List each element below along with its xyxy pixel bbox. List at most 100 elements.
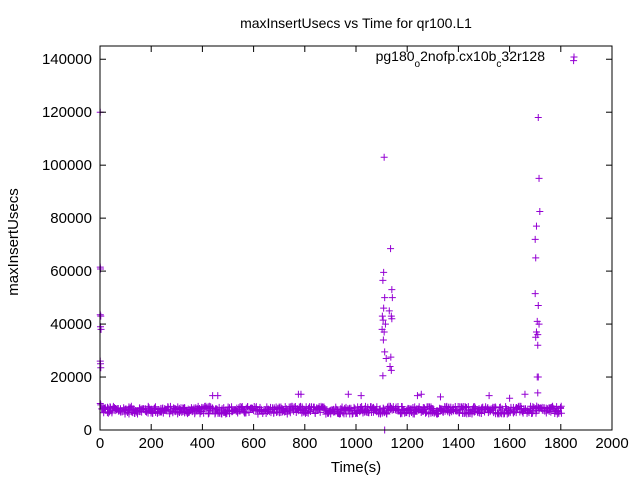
data-point: [413, 392, 421, 400]
data-point: [385, 307, 393, 315]
data-point: [379, 316, 387, 324]
data-point: [97, 364, 105, 372]
data-point: [306, 407, 314, 415]
data-point: [380, 268, 388, 276]
data-point: [521, 390, 529, 398]
data-point: [144, 402, 152, 410]
data-point: [381, 320, 389, 328]
data-point: [531, 235, 539, 243]
y-tick-label: 20000: [50, 369, 92, 386]
data-point: [344, 390, 352, 398]
data-point: [379, 276, 387, 284]
y-tick-label: 40000: [50, 316, 92, 333]
data-point: [433, 410, 441, 418]
data-point: [387, 245, 395, 253]
x-tick-label: 1200: [391, 435, 424, 452]
data-point: [388, 315, 396, 323]
data-point: [387, 366, 395, 374]
data-point: [297, 390, 305, 398]
data-point: [286, 406, 294, 414]
data-point: [381, 294, 389, 302]
x-tick-label: 1800: [544, 435, 577, 452]
data-point: [434, 410, 442, 418]
data-point: [555, 408, 563, 416]
data-point: [383, 410, 391, 418]
data-point: [388, 294, 396, 302]
data-point: [380, 304, 388, 312]
data-point: [485, 392, 493, 400]
data-point: [380, 153, 388, 161]
data-point: [535, 174, 543, 182]
data-point: [532, 254, 540, 262]
y-tick-label: 60000: [50, 263, 92, 280]
data-point: [388, 286, 396, 294]
data-point: [379, 336, 387, 344]
y-tick-label: 120000: [42, 104, 92, 121]
data-point: [380, 328, 388, 336]
legend-text: 2nofp.cx10b: [420, 48, 496, 64]
data-point: [379, 372, 387, 380]
legend-label: pg180o2nofp.cx10bc32r128: [376, 48, 546, 70]
data-point: [316, 408, 324, 416]
data-point: [534, 373, 542, 381]
data-point: [252, 403, 260, 411]
data-point: [534, 114, 542, 122]
x-axis-label: Time(s): [331, 459, 381, 476]
data-point: [547, 408, 555, 416]
data-point: [238, 404, 246, 412]
y-axis-label: maxInsertUsecs: [5, 188, 22, 296]
data-point: [303, 408, 311, 416]
x-tick-label: 600: [241, 435, 266, 452]
data-point: [245, 408, 253, 416]
data-point: [97, 401, 105, 409]
data-point: [387, 353, 395, 361]
legend-subscript: o: [415, 59, 421, 70]
data-point: [532, 333, 540, 341]
x-tick-label: 1400: [442, 435, 475, 452]
x-tick-label: 2000: [595, 435, 628, 452]
legend-text: 32r128: [501, 48, 545, 64]
x-tick-label: 400: [190, 435, 215, 452]
x-tick-label: 800: [292, 435, 317, 452]
series-points: [96, 57, 578, 434]
data-point: [557, 402, 565, 410]
legend-text: pg180: [376, 48, 415, 64]
data-point: [97, 312, 105, 320]
y-tick-label: 80000: [50, 210, 92, 227]
data-point: [381, 348, 389, 356]
data-point: [386, 362, 394, 370]
data-point: [283, 410, 291, 418]
legend: pg180o2nofp.cx10bc32r128: [376, 48, 578, 70]
x-tick-label: 1600: [493, 435, 526, 452]
data-point: [557, 409, 565, 417]
data-point: [357, 392, 365, 400]
data-point: [534, 302, 542, 310]
data-point: [536, 208, 544, 216]
data-point: [476, 409, 484, 417]
data-point: [534, 389, 542, 397]
x-tick-label: 1000: [339, 435, 372, 452]
chart-title: maxInsertUsecs vs Time for qr100.L1: [240, 15, 472, 31]
data-point: [532, 222, 540, 230]
legend-subscript: c: [496, 59, 501, 70]
x-tick-label: 0: [96, 435, 104, 452]
data-point: [380, 405, 388, 413]
y-tick-label: 140000: [42, 51, 92, 68]
data-point: [503, 410, 511, 418]
data-point: [531, 290, 539, 298]
legend-marker: [570, 53, 578, 61]
data-point: [506, 394, 514, 402]
x-tick-label: 200: [139, 435, 164, 452]
data-point: [557, 404, 565, 412]
plot-area: [96, 57, 578, 434]
data-point: [382, 354, 390, 362]
axes: 0 200 400 600 800 1000 1200 1400 1600 1800 2000020…: [42, 45, 629, 452]
data-point: [512, 409, 520, 417]
data-point: [97, 325, 105, 333]
data-point: [535, 320, 543, 328]
data-point: [436, 393, 444, 401]
data-point: [158, 408, 166, 416]
data-point: [214, 392, 222, 400]
y-tick-label: 0: [84, 422, 92, 439]
